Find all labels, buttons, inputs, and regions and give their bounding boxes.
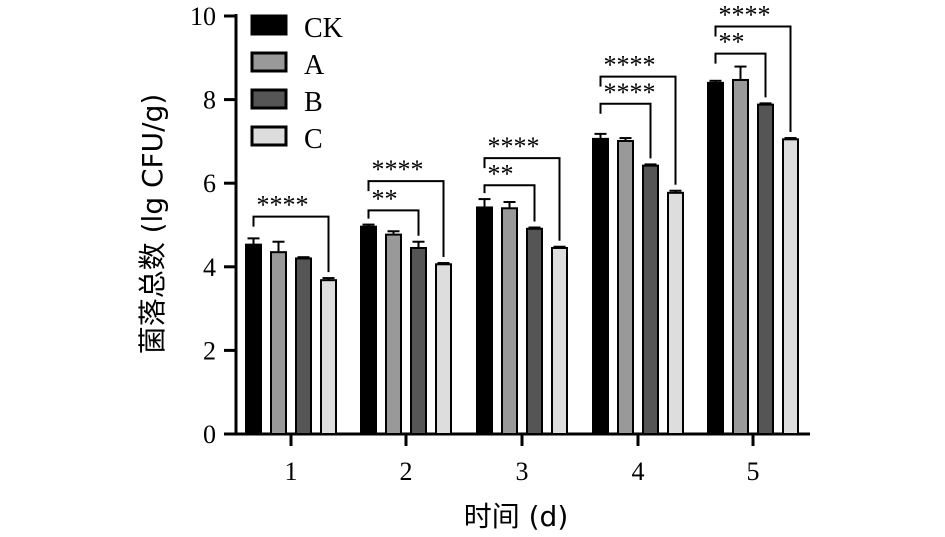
significance-bracket [599,102,652,159]
significance-bracket [483,184,536,222]
significance-label: **** [719,0,771,29]
x-tick-label: 5 [747,457,760,486]
x-tick-label: 4 [632,457,645,486]
significance-bracket [714,52,767,98]
legend-label: CK [304,13,343,44]
y-tick-label: 2 [203,336,216,365]
y-tick-label: 4 [203,253,216,282]
bar [592,137,609,435]
bar [270,251,287,435]
bar [667,191,684,435]
significance-label: ** [372,184,398,213]
bar [501,207,518,435]
significance-label: **** [488,132,540,161]
legend-swatch [250,125,288,147]
bar [360,225,377,435]
significance-label: **** [604,78,656,107]
legend-swatch [250,51,288,73]
legend-label: C [304,124,323,155]
significance-bracket [367,209,420,236]
bar [295,257,312,435]
bar [551,246,568,435]
x-axis-title: 时间 (d) [464,500,569,533]
legend: CK ABC [250,13,343,155]
bar [526,227,543,435]
bar [245,243,262,435]
bar [642,164,659,435]
x-tick-label: 3 [516,457,529,486]
bar [476,206,493,435]
legend-swatch [250,14,288,36]
significance-label: ** [719,28,745,57]
significance-bracket [252,215,330,273]
legend-swatch [250,88,288,110]
bar [707,81,724,435]
bar [617,139,634,435]
bar [410,246,427,435]
x-tick-label: 2 [400,457,413,486]
significance-bracket [367,180,445,258]
bar [732,78,749,435]
significance-bracket [599,75,677,185]
significance-label: ** [488,159,514,188]
bar [782,138,799,435]
x-tick-label: 1 [285,457,298,486]
bar [320,279,337,435]
significance-bracket [483,157,561,241]
significance-label: **** [372,155,424,184]
significance-bracket [714,25,792,133]
legend-label: B [304,87,323,118]
legend-label: A [304,50,325,81]
bar [435,263,452,435]
bar [385,233,402,435]
y-axis-title: 菌落总数 (lg CFU/g) [136,94,169,355]
significance-label: **** [604,51,656,80]
y-tick-label: 6 [203,169,216,198]
bar [757,103,774,435]
y-tick-label: 0 [203,420,216,449]
y-tick-label: 8 [203,86,216,115]
y-tick-label: 10 [190,2,216,31]
significance-label: **** [257,191,309,220]
